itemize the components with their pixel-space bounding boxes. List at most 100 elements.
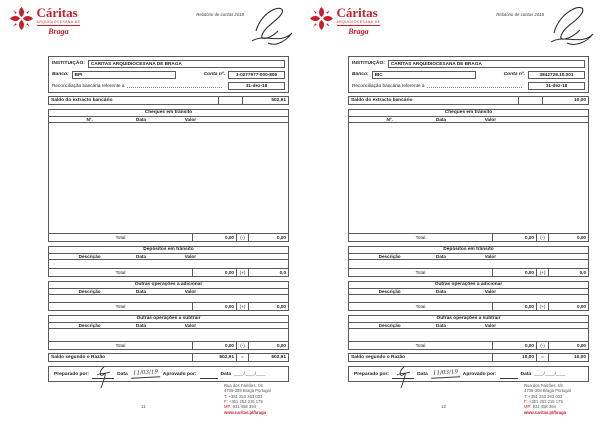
total-final: 0,00 <box>248 342 288 350</box>
institution-row: INSTITUIÇÃO: CARITAS ARQUIDIOCESANA DE B… <box>52 59 285 68</box>
section-body <box>349 260 588 268</box>
total-sign: (+) <box>536 303 548 311</box>
equals-sign: = <box>236 354 248 362</box>
approved-signature-line <box>199 370 218 379</box>
col-header: Valor <box>184 116 196 122</box>
reconciliation-label: Reconciliação bancária referente a <box>352 83 425 89</box>
phone-value: +351 253 263 033 <box>228 393 263 399</box>
section-title: Outras operações a subtrair <box>49 316 288 323</box>
dotted-line <box>127 83 222 89</box>
section-cheques: Cheques em trânsito Nº. Data Valor Total… <box>348 109 589 243</box>
approved-by-label: Aprovado por: <box>462 371 497 377</box>
fax-value: +351 253 215 175 <box>228 398 263 404</box>
logo-name: Cáritas <box>36 5 78 20</box>
total-final: 0,00 <box>548 234 588 242</box>
phone-line: T: +351 253 263 033 <box>524 394 597 399</box>
total-label: Total <box>415 270 426 276</box>
section-title: Depósitos em trânsito <box>349 247 588 254</box>
bank-balance-value: 502,91 <box>242 97 288 105</box>
section-columns: Descrição Data Valor <box>349 289 588 296</box>
section-body <box>49 329 288 341</box>
prepared-signature-line <box>92 366 115 389</box>
mobile-line: MP: 931 458 394 <box>524 404 597 409</box>
total-sign: (-) <box>236 234 248 242</box>
report-title-note: Relatório de contas 2018 <box>496 12 544 17</box>
account-label: Conta nº. <box>503 72 525 78</box>
total-value: 0,00 <box>192 269 236 277</box>
col-header: Valor <box>484 253 496 259</box>
col-header: Data <box>136 116 146 122</box>
section-total-row: Total 0,00 (+) 0,00 <box>349 302 588 311</box>
section-body <box>49 260 288 268</box>
total-sign: (+) <box>536 269 548 277</box>
section-adicionar: Outras operações a adicionar Descrição D… <box>348 281 589 312</box>
total-label: Total <box>115 270 126 276</box>
section-columns: Descrição Data Valor <box>349 323 588 330</box>
ledger-balance-label: Saldo segundo o Razão <box>51 355 106 361</box>
section-columns: Descrição Data Valor <box>49 254 288 261</box>
date-label: Data <box>520 371 532 377</box>
total-sign: (-) <box>236 342 248 350</box>
prepared-by-label: Preparado por: <box>54 371 90 377</box>
section-columns: Descrição Data Valor <box>49 323 288 330</box>
phone-label: T: <box>224 393 228 399</box>
col-header: Nº. <box>86 116 93 122</box>
approved-signature-line <box>499 370 518 379</box>
total-value: 0,00 <box>492 234 536 242</box>
total-label: Total <box>415 343 426 349</box>
total-final: 0,00 <box>248 303 288 311</box>
section-title: Cheques em trânsito <box>49 110 288 117</box>
ledger-final: 502,91 <box>248 354 288 362</box>
ledger-value: 502,91 <box>192 354 236 362</box>
mobile-line: MP: 931 458 394 <box>224 404 297 409</box>
date-label: Data <box>220 371 232 377</box>
phone-label: T: <box>524 393 528 399</box>
col-header: Data <box>136 253 146 259</box>
fax-value: +351 253 215 175 <box>528 398 563 404</box>
bank-label: Banco: <box>352 72 369 78</box>
section-body <box>349 295 588 302</box>
mobile-value: 931 458 394 <box>532 404 556 409</box>
total-value: 0,00 <box>492 269 536 277</box>
col-header: Data <box>136 288 146 294</box>
phone-line: T: +351 253 263 033 <box>224 394 297 399</box>
total-label: Total <box>115 235 126 241</box>
reconciliation-row: Reconciliação bancária referente a 31-de… <box>52 81 285 90</box>
signature-icon <box>251 7 293 45</box>
total-label: Total <box>415 304 426 310</box>
reconciliation-row: Reconciliação bancária referente a 31-de… <box>352 81 585 90</box>
prepared-by-label: Preparado por: <box>354 371 390 377</box>
signature-icon <box>550 6 594 45</box>
col-header: Descrição <box>78 253 101 259</box>
section-body <box>349 329 588 341</box>
total-label: Total <box>415 235 426 241</box>
bank-balance-label: Saldo do extracto bancário <box>51 98 113 104</box>
section-subtrair: Outras operações a subtrair Descrição Da… <box>348 315 589 351</box>
fax-label: F: <box>524 398 528 404</box>
caritas-logo: Cáritas ARQUIDIOCESANA DE Braga <box>9 5 81 36</box>
mobile-value: 931 458 394 <box>232 404 256 409</box>
reconciliation-form: INSTITUIÇÃO: CARITAS ARQUIDIOCESANA DE B… <box>348 56 589 389</box>
col-header: Data <box>436 322 446 328</box>
section-total-row: Total 0,00 (-) 0,00 <box>349 341 588 350</box>
address-line: Rua dos Falcões, s/n <box>224 383 264 388</box>
section-total-row: Total 0,00 (-) 0,00 <box>49 341 288 350</box>
prepared-date-handwritten: 11/03/19 <box>430 369 460 380</box>
website-link: www.caritas.pt/braga <box>224 409 266 415</box>
col-header: Valor <box>184 322 196 328</box>
reconciliation-date: 31-dez-18 <box>528 81 585 90</box>
col-header: Nº. <box>386 116 393 122</box>
address-line: 4705-308 Braga Portugal <box>524 388 571 394</box>
section-columns: Nº. Data Valor <box>349 117 588 124</box>
ledger-final: 10,00 <box>548 354 588 362</box>
fax-line: F: +351 253 215 175 <box>224 399 297 404</box>
total-sign: (-) <box>536 234 548 242</box>
logo-city: Braga <box>48 26 69 36</box>
section-subtrair: Outras operações a subtrair Descrição Da… <box>48 315 289 351</box>
total-value: 0,00 <box>192 342 236 350</box>
bank-row: Banco: BIC Conta nº. 3842728.10.001 <box>352 70 585 79</box>
approved-date-blank: ___/___/___ <box>534 371 566 377</box>
total-final: 0,0 <box>548 269 588 277</box>
section-title: Outras operações a adicionar <box>349 282 588 289</box>
